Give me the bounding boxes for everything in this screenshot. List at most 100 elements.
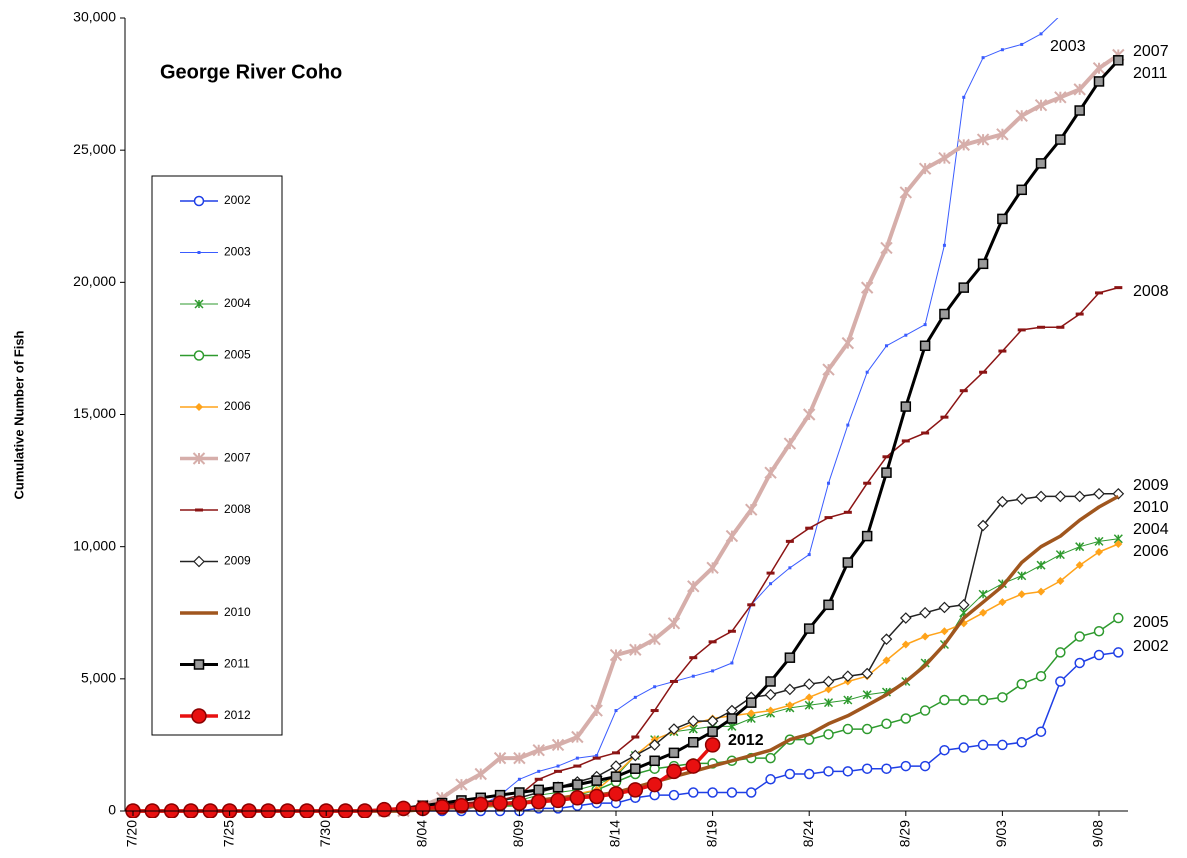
marker [1055,550,1065,560]
marker [747,709,756,718]
marker [492,795,508,811]
marker [900,713,912,724]
y-tick-label: 0 [108,802,116,818]
marker [704,737,721,753]
marker [1074,631,1085,642]
marker [921,632,930,641]
marker [783,437,797,450]
marker [919,606,931,619]
series-end-label: 2002 [1133,638,1169,655]
legend-label: 2004 [224,296,251,310]
marker [1056,577,1065,586]
marker [1093,487,1105,500]
marker [880,633,893,646]
marker [1016,184,1027,196]
marker [1016,678,1027,690]
x-tick-label: 8/14 [607,820,623,847]
marker [1054,91,1067,104]
marker [823,698,834,708]
marker [803,623,815,634]
marker [572,779,583,790]
marker [784,683,796,696]
marker [765,752,776,764]
marker [649,755,660,767]
legend-label: 2007 [224,451,251,465]
marker [590,704,603,717]
marker [550,792,566,809]
marker [881,763,892,774]
marker [842,766,854,777]
marker [1035,670,1047,682]
marker [1074,105,1085,116]
marker [765,774,776,785]
marker [997,692,1008,703]
marker [668,723,680,735]
marker [1073,490,1086,503]
marker [1113,647,1124,658]
y-tick-label: 30,000 [73,9,116,25]
marker [1054,490,1067,503]
marker [881,718,892,730]
marker [513,751,526,765]
marker [861,723,873,735]
marker [551,738,565,752]
marker [805,693,814,702]
series-end-label: 2012 [728,732,764,749]
y-tick-label: 20,000 [73,273,116,289]
series-end-label: 2005 [1133,614,1169,631]
x-tick-label: 7/20 [124,820,140,847]
marker [807,553,811,557]
marker [610,760,622,772]
marker [918,162,932,175]
marker [474,767,487,781]
marker [726,787,738,798]
marker [627,782,644,798]
marker [823,729,834,740]
marker [537,769,541,773]
marker [648,632,661,646]
marker [666,763,682,780]
marker [1035,490,1047,503]
marker [823,599,834,611]
marker [706,561,719,575]
marker [1073,83,1086,96]
marker [376,801,392,818]
marker [633,695,637,699]
marker [711,669,715,673]
marker [533,784,544,796]
marker [668,789,680,801]
marker [569,790,586,806]
series-end-label: 2006 [1133,543,1169,560]
marker [900,401,912,412]
marker [1055,647,1066,658]
marker [996,495,1009,508]
series-end-label: 2010 [1133,499,1169,516]
marker [688,787,699,798]
marker [595,753,599,757]
marker [962,95,966,99]
marker [493,751,507,765]
x-tick-label: 8/19 [703,820,719,847]
marker [1055,676,1066,687]
legend-label: 2005 [224,348,251,362]
marker [802,408,816,421]
marker [940,627,949,636]
marker [827,481,831,485]
marker [511,795,528,811]
x-tick-label: 8/29 [897,820,913,847]
marker [1114,540,1123,549]
marker [919,760,931,772]
marker [629,749,642,762]
marker [575,756,579,760]
marker [939,308,950,320]
marker [938,151,951,165]
marker [707,726,718,737]
marker [765,676,776,687]
marker [668,747,680,759]
legend-label: 2009 [224,554,251,568]
legend-label: 2008 [224,502,251,516]
marker [957,598,970,611]
x-tick-label: 8/24 [800,820,816,847]
marker [706,715,719,727]
legend-label: 2006 [224,399,251,413]
